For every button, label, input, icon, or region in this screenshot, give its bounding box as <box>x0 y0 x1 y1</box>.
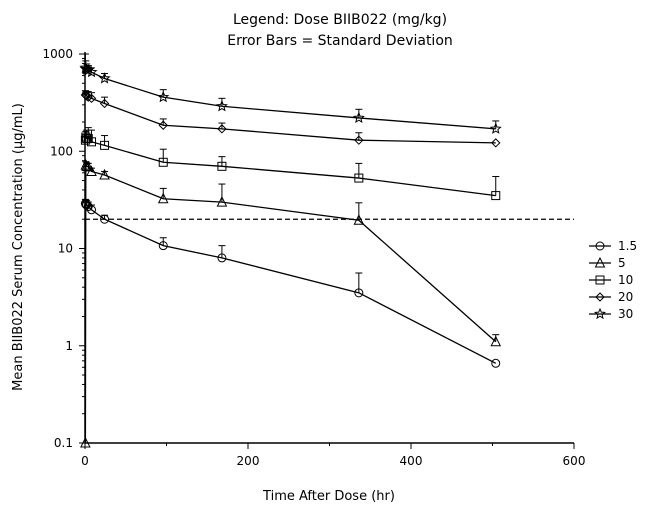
data-point <box>216 195 228 207</box>
data-point <box>215 99 228 112</box>
x-tick-label: 600 <box>563 454 586 468</box>
data-point <box>491 138 501 148</box>
x-tick-label: 200 <box>237 454 260 468</box>
data-point <box>87 137 97 147</box>
data-point <box>158 157 168 167</box>
legend-label: 5 <box>618 256 626 270</box>
series-line <box>84 67 496 130</box>
data-point <box>83 134 93 144</box>
data-point <box>99 98 110 109</box>
data-point <box>217 253 227 263</box>
series-circle-1.5 <box>80 198 501 368</box>
data-point <box>81 160 92 171</box>
data-point <box>157 192 169 204</box>
data-point <box>158 241 168 251</box>
legend-label: 30 <box>618 307 633 321</box>
data-point <box>83 202 93 212</box>
data-point <box>352 111 365 124</box>
data-point <box>489 122 502 134</box>
data-point <box>81 132 91 142</box>
data-point <box>491 358 501 368</box>
data-point <box>490 335 502 347</box>
data-point <box>491 191 501 201</box>
x-tick-label: 0 <box>81 454 89 468</box>
axes: 0 200 400 600 0.1 1 10 100 1000 <box>42 47 585 468</box>
data-point <box>98 72 111 84</box>
chart-title-line-2: Error Bars = Standard Deviation <box>227 33 453 49</box>
x-axis-label: Time After Dose (hr) <box>262 489 395 504</box>
legend-label: 10 <box>618 273 633 287</box>
data-point <box>80 436 91 448</box>
legend-marker <box>595 292 605 302</box>
data-point <box>82 160 94 172</box>
y-tick-label: 100 <box>50 144 73 158</box>
data-point <box>83 92 93 102</box>
data-point <box>353 214 365 225</box>
legend-label: 1.5 <box>618 239 637 253</box>
series-star-30 <box>79 53 502 134</box>
chart-title-line-1: Legend: Dose BIIB022 (mg/kg) <box>233 12 447 28</box>
y-tick-label: 1 <box>65 339 73 353</box>
y-tick-label: 0.1 <box>54 436 73 450</box>
legend-marker <box>595 241 605 251</box>
data-point <box>85 65 98 78</box>
legend-label: 20 <box>618 290 633 304</box>
series-line <box>84 134 496 197</box>
legend-marker <box>594 307 606 320</box>
data-point <box>217 124 227 134</box>
series-diamond-20 <box>80 90 501 148</box>
data-point <box>87 205 97 215</box>
data-point <box>157 90 170 103</box>
y-tick-label: 10 <box>58 242 73 256</box>
series-square-10 <box>80 127 501 201</box>
series-group <box>79 53 502 448</box>
y-axis-label: Mean BIIB022 Serum Concentration (µg/mL) <box>11 103 26 391</box>
data-point <box>99 168 110 180</box>
data-point <box>100 140 110 150</box>
data-point <box>86 165 97 176</box>
data-point <box>82 200 92 210</box>
data-point <box>354 173 364 183</box>
data-point <box>354 135 364 145</box>
series-line <box>84 203 497 364</box>
data-point <box>158 120 168 130</box>
data-point <box>86 93 97 104</box>
legend-marker <box>594 256 606 268</box>
data-point <box>354 288 364 298</box>
data-point <box>100 214 110 224</box>
legend-marker <box>595 275 605 285</box>
series-line <box>84 94 496 144</box>
series-line <box>84 163 497 444</box>
legend: 1.5 5 10 20 30 <box>589 239 637 321</box>
data-point <box>217 161 227 171</box>
x-tick-label: 400 <box>400 454 423 468</box>
y-tick-label: 1000 <box>42 47 73 61</box>
series-triangle-5 <box>80 159 502 448</box>
